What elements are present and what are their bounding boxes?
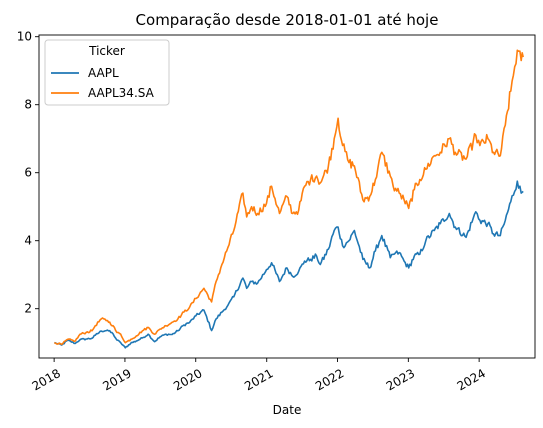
plot-area-frame	[38, 34, 536, 359]
legend-label-aapl34: AAPL34.SA	[88, 86, 155, 100]
y-tick-label: 2	[24, 302, 32, 316]
legend-box	[44, 39, 170, 106]
y-tick-label: 8	[24, 98, 32, 112]
plot-lines	[54, 49, 524, 349]
series-line-aapl	[54, 180, 524, 349]
legend-label-aapl: AAPL	[88, 66, 119, 80]
chart-title: Comparação desde 2018-01-01 até hoje	[136, 11, 439, 29]
legend: Ticker AAPL AAPL34.SA	[44, 39, 170, 106]
y-tick-label: 10	[17, 30, 32, 44]
y-tick-label: 4	[24, 234, 32, 248]
legend-title: Ticker	[88, 44, 125, 58]
y-axis: 2 4 6 8 10	[17, 30, 39, 316]
x-axis-label: Date	[273, 403, 302, 417]
y-tick-label: 6	[24, 166, 32, 180]
series-line-aapl34-sa	[54, 49, 524, 346]
